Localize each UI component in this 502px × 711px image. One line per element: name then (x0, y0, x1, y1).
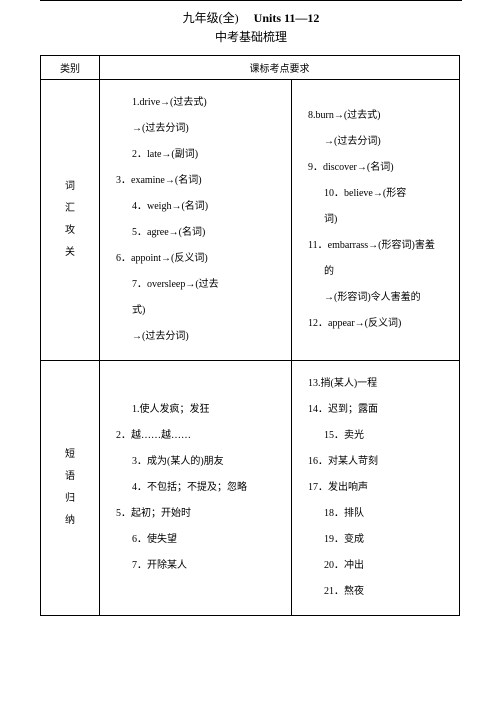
list-item: 20．冲出 (300, 553, 451, 579)
list-item: 8.burn→(过去式) (300, 103, 451, 129)
title-units: Units 11—12 (254, 11, 320, 25)
list-item: 16．对某人苛刻 (300, 449, 451, 475)
list-item: →(过去分词) (108, 324, 283, 350)
table-row: 短 语 归 纳 1.使人发疯；发狂 2．越……越…… 3．成为(某人的)朋友 4… (41, 361, 460, 616)
phrase-char: 语 (42, 466, 98, 488)
list-item: 3．examine→(名词) (108, 168, 283, 194)
list-item: 5．agree→(名词) (108, 220, 283, 246)
list-item: 6．使失望 (108, 527, 283, 553)
list-item: 3．成为(某人的)朋友 (108, 449, 283, 475)
vocab-char: 关 (42, 242, 98, 264)
list-item: 18．排队 (300, 501, 451, 527)
table-header-row: 类别 课标考点要求 (41, 56, 460, 80)
list-item: 9．discover→(名词) (300, 155, 451, 181)
list-item: 13.捎(某人)一程 (300, 371, 451, 397)
list-item: 式) (108, 298, 283, 324)
page-title: 九年级(全) Units 11—12 (40, 9, 462, 28)
list-item: 7．开除某人 (108, 553, 283, 579)
list-item: 1.使人发疯；发狂 (108, 397, 283, 423)
list-item: 2．late→(副词) (108, 142, 283, 168)
title-grade: 九年级(全) (183, 11, 251, 25)
vocab-right: 8.burn→(过去式) →(过去分词) 9．discover→(名词) 10．… (292, 80, 460, 361)
vocab-char: 汇 (42, 198, 98, 220)
list-item: 10．believe→(形容 (300, 181, 451, 207)
list-item: →(过去分词) (108, 116, 283, 142)
list-item: 12．appear→(反义词) (300, 311, 451, 337)
list-item: 17．发出响声 (300, 475, 451, 501)
list-item: 4．不包括；不提及；忽略 (108, 475, 283, 501)
list-item: 21．熬夜 (300, 579, 451, 605)
list-item: 14．迟到；露面 (300, 397, 451, 423)
list-item: 6．appoint→(反义词) (108, 246, 283, 272)
list-item: 词) (300, 207, 451, 233)
list-item: 11．embarrass→(形容词)害羞 (300, 233, 451, 259)
phrase-right: 13.捎(某人)一程 14．迟到；露面 15．卖光 16．对某人苛刻 17．发出… (292, 361, 460, 616)
content-table: 类别 课标考点要求 词 汇 攻 关 1.drive→(过去式) →(过去分词) … (40, 55, 460, 616)
list-item: 5．起初；开始时 (108, 501, 283, 527)
list-item: 15．卖光 (300, 423, 451, 449)
list-item: 4．weigh→(名词) (108, 194, 283, 220)
list-item: →(过去分词) (300, 129, 451, 155)
vocab-char: 词 (42, 176, 98, 198)
th-category: 类别 (41, 56, 100, 80)
list-item: →(形容词)令人害羞的 (300, 285, 451, 311)
vocab-label: 词 汇 攻 关 (41, 80, 100, 361)
list-item: 7．oversleep→(过去 (108, 272, 283, 298)
vocab-left: 1.drive→(过去式) →(过去分词) 2．late→(副词) 3．exam… (100, 80, 292, 361)
list-item: 19．变成 (300, 527, 451, 553)
list-item: 的 (300, 259, 451, 285)
vocab-char: 攻 (42, 220, 98, 242)
list-item: 2．越……越…… (108, 423, 283, 449)
list-item: 1.drive→(过去式) (108, 90, 283, 116)
phrase-char: 纳 (42, 510, 98, 532)
table-row: 词 汇 攻 关 1.drive→(过去式) →(过去分词) 2．late→(副词… (41, 80, 460, 361)
phrase-char: 短 (42, 444, 98, 466)
phrase-label: 短 语 归 纳 (41, 361, 100, 616)
phrase-char: 归 (42, 488, 98, 510)
phrase-left: 1.使人发疯；发狂 2．越……越…… 3．成为(某人的)朋友 4．不包括；不提及… (100, 361, 292, 616)
subtitle: 中考基础梳理 (40, 28, 462, 47)
th-requirements: 课标考点要求 (100, 56, 460, 80)
